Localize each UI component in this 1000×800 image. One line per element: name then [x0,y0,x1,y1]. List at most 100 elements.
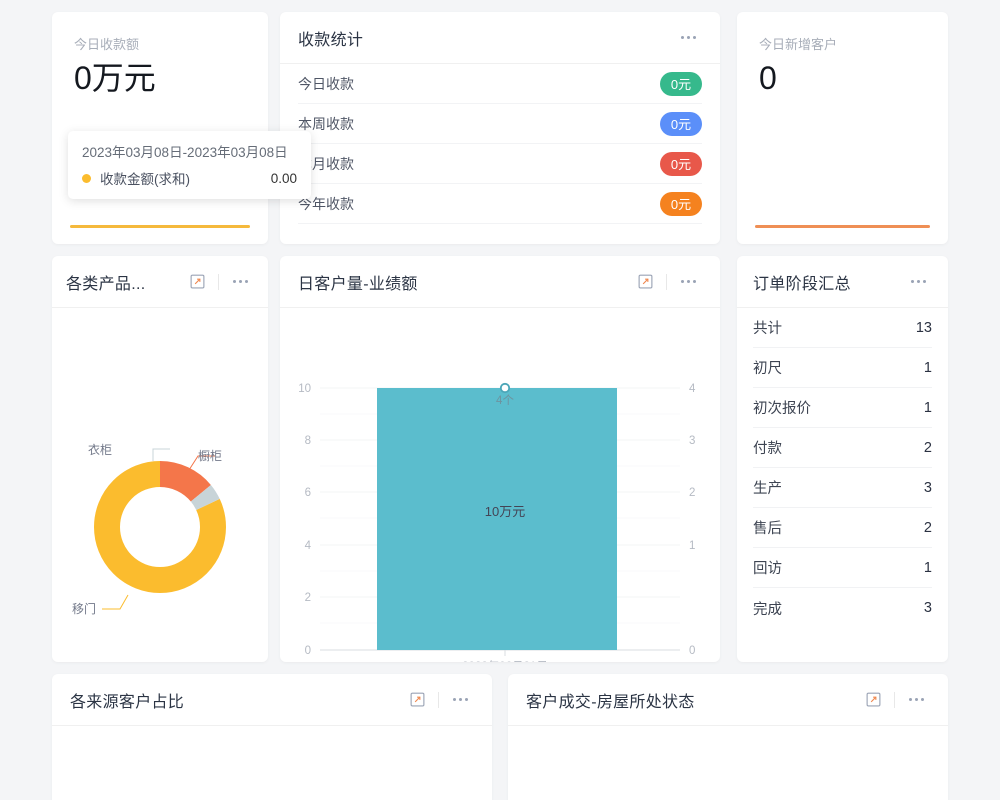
yaxis-right-tick: 0 [689,645,695,657]
card-receipt-stats: 收款统计 今日收款 0元 本周收款 0元 本月收款 0元 今年收款 0元 [280,12,720,244]
kpi-body-new-customers: 今日新增客户 0 [737,12,948,96]
expand-icon[interactable] [631,268,659,296]
order-stage-value: 1 [923,359,932,376]
yaxis-right-tick: 2 [689,487,695,499]
stat-row-today: 今日收款 0元 [298,64,702,104]
card-title-source-pie: 各来源客户占比 [70,693,185,711]
list-item: 共计 13 [753,308,932,348]
donut-label-sliding-door: 移门 [72,601,96,616]
card-actions-source-pie [403,686,474,714]
tooltip-series-value: 0.00 [270,170,297,186]
yaxis-left-tick: 6 [305,487,311,499]
card-today-receipts: 今日收款额 0万元 [52,12,268,244]
kpi-label-today-receipts: 今日收款额 [74,37,140,52]
ellipsis-icon[interactable] [446,686,474,714]
expand-icon[interactable] [183,268,211,296]
action-divider [666,273,667,290]
order-stage-label: 初次报价 [753,401,811,417]
order-stage-label: 回访 [753,561,782,577]
point-value-label: 4个 [496,394,514,407]
card-title-daily-performance: 日客户量-业绩额 [298,275,418,293]
card-source-pie: 各来源客户占比 [52,674,492,800]
order-stage-value: 13 [915,319,932,336]
list-item: 回访 1 [753,548,932,588]
tooltip-series-name: 收款金额(求和) [100,172,190,187]
ellipsis-icon[interactable] [904,268,932,296]
order-stage-label: 售后 [753,521,782,537]
card-actions-daily-performance [631,268,702,296]
chart-tooltip: 2023年03月08日-2023年03月08日 收款金额(求和) 0.00 [68,131,311,199]
card-house-state-pie: 客户成交-房屋所处状态 [508,674,948,800]
order-stage-value: 3 [923,600,932,616]
donut-label-wardrobe: 衣柜 [88,442,112,457]
source-pie-chart[interactable]: 其他渠道 大众点评 [52,726,492,800]
ellipsis-icon[interactable] [226,268,254,296]
yaxis-right-tick: 4 [689,383,696,395]
house-state-pie-chart[interactable]: 精装修: 13.33% 未交房: 13.33% [508,726,948,800]
order-stage-label: 共计 [753,321,782,337]
kpi-underline-new-customers [755,225,930,228]
tooltip-title: 2023年03月08日-2023年03月08日 [82,145,288,160]
order-stage-label: 初尺 [753,361,782,377]
order-stage-label: 付款 [753,441,782,457]
stat-row-month: 本月收款 0元 [298,144,702,184]
card-header-source-pie: 各来源客户占比 [52,674,492,726]
kpi-body-today-receipts: 今日收款额 0万元 [52,12,268,96]
card-title-product-donut: 各类产品... [66,275,146,293]
order-stage-value: 2 [923,519,932,536]
card-header-daily-performance: 日客户量-业绩额 [280,256,720,308]
list-item: 付款 2 [753,428,932,468]
order-stage-value: 3 [923,479,932,496]
list-item: 完成 3 [753,588,932,628]
stat-label-year: 今年收款 [298,195,354,212]
legend-dot-icon [82,173,91,183]
action-divider [218,273,219,290]
bar-value-label: 10万元 [485,504,525,519]
card-new-customers: 今日新增客户 0 [737,12,948,244]
status-badge-month: 0元 [660,151,702,176]
action-divider [894,691,895,708]
card-daily-performance: 日客户量-业绩额 [280,256,720,662]
kpi-underline-today-receipts [70,225,250,228]
card-title-receipt-stats: 收款统计 [298,31,364,49]
donut-label-cabinet: 橱柜 [198,449,222,463]
order-stage-list: 共计 13 初尺 1 初次报价 1 付款 2 生产 3 售后 2 [737,308,948,628]
card-actions-product-donut [183,268,254,296]
stat-row-week: 本周收款 0元 [298,104,702,144]
ellipsis-icon[interactable] [674,24,702,52]
ellipsis-icon[interactable] [674,268,702,296]
card-order-stage: 订单阶段汇总 共计 13 初尺 1 初次报价 1 付款 2 生产 [737,256,948,662]
card-header-product-donut: 各类产品... [52,256,268,308]
product-donut-chart[interactable]: 衣柜 橱柜 移门 [52,308,268,662]
yaxis-left-tick: 0 [305,645,311,657]
order-stage-label: 生产 [753,481,782,497]
daily-performance-chart[interactable]: 10万元 4个 10 8 6 4 2 0 4 3 2 1 0 2022年06月2 [280,308,720,662]
card-product-donut: 各类产品... [52,256,268,662]
order-stage-label: 完成 [753,601,782,618]
card-title-house-state-pie: 客户成交-房屋所处状态 [526,693,695,711]
yaxis-left-tick: 8 [305,435,311,447]
card-header-house-state-pie: 客户成交-房屋所处状态 [508,674,948,726]
card-header-receipt-stats: 收款统计 [280,12,720,64]
order-stage-value: 2 [923,439,932,456]
yaxis-left-tick: 10 [298,383,311,395]
xaxis-tick-label: 2022年06月21日 [462,659,548,662]
expand-icon[interactable] [403,686,431,714]
stat-label-today: 今日收款 [298,75,354,92]
card-actions-house-state-pie [859,686,930,714]
stat-label-week: 本周收款 [298,115,354,132]
ellipsis-icon[interactable] [902,686,930,714]
point-marker-customers [499,382,511,394]
status-badge-year: 0元 [660,191,702,216]
card-header-order-stage: 订单阶段汇总 [737,256,948,308]
expand-icon[interactable] [859,686,887,714]
stat-row-year: 今年收款 0元 [298,184,702,224]
bar-performance [377,388,617,650]
yaxis-left-tick: 4 [305,540,312,552]
tooltip-series-row: 收款金额(求和) 0.00 [82,168,297,188]
order-stage-value: 1 [923,399,932,416]
order-stage-value: 1 [923,559,932,576]
status-badge-week: 0元 [660,111,702,136]
action-divider [438,691,439,708]
